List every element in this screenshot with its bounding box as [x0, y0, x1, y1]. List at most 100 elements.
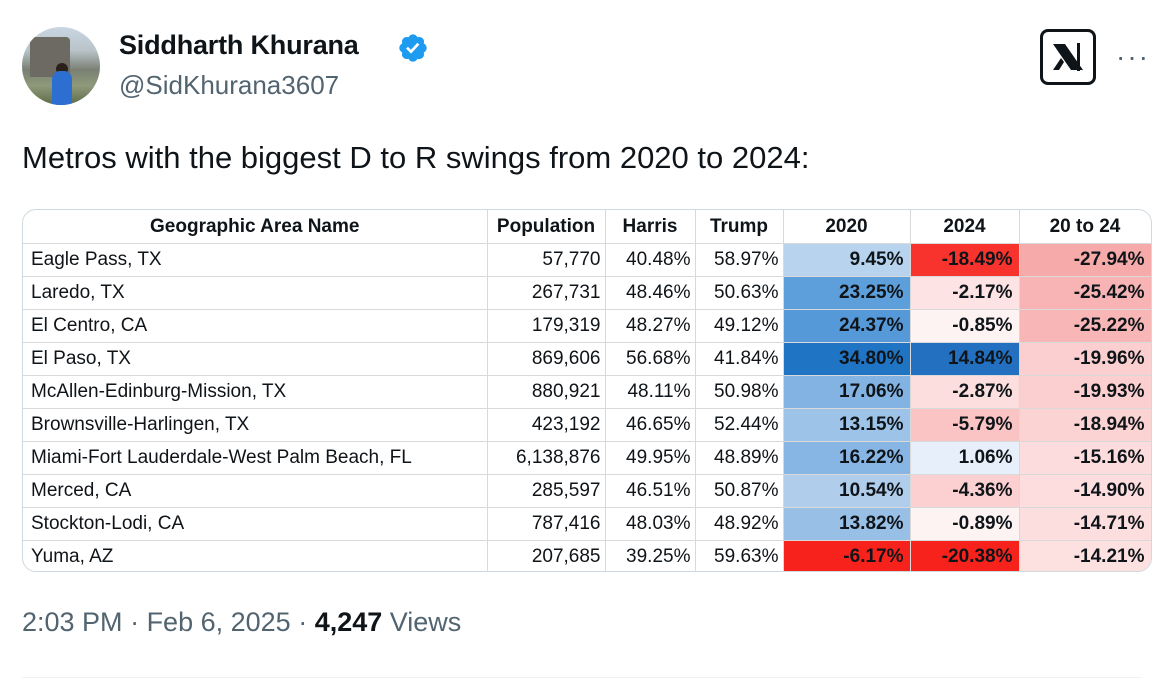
- header-change: 20 to 24: [1019, 210, 1151, 244]
- cell-harris: 48.27%: [605, 309, 696, 343]
- cell-harris: 39.25%: [605, 540, 696, 571]
- tweet-text: Metros with the biggest D to R swings fr…: [22, 140, 810, 175]
- views-count: 4,247: [314, 607, 383, 637]
- cell-2024: -18.49%: [910, 243, 1020, 277]
- grok-icon[interactable]: [1040, 29, 1096, 85]
- tweet-time[interactable]: 2:03 PM: [22, 607, 123, 637]
- cell-harris: 49.95%: [605, 441, 696, 475]
- cell-area: El Paso, TX: [23, 342, 488, 376]
- cell-2020: 13.15%: [783, 408, 911, 442]
- cell-harris: 48.03%: [605, 507, 696, 541]
- cell-area: Laredo, TX: [23, 276, 488, 310]
- cell-area: McAllen-Edinburg-Mission, TX: [23, 375, 488, 409]
- avatar[interactable]: [22, 27, 100, 105]
- table-row: El Paso, TX 869,606 56.68% 41.84% 34.80% 14.8…: [23, 342, 1151, 376]
- cell-2020: 9.45%: [783, 243, 911, 277]
- cell-population: 787,416: [487, 507, 606, 541]
- cell-2020: 34.80%: [783, 342, 911, 376]
- author-handle[interactable]: @SidKhurana3607: [119, 70, 340, 100]
- cell-2024: 14.84%: [910, 342, 1020, 376]
- cell-change: -19.96%: [1019, 342, 1151, 376]
- cell-trump: 50.98%: [695, 375, 784, 409]
- cell-trump: 58.97%: [695, 243, 784, 277]
- cell-2024: -2.17%: [910, 276, 1020, 310]
- cell-2024: -2.87%: [910, 375, 1020, 409]
- cell-population: 57,770: [487, 243, 606, 277]
- cell-2020: 24.37%: [783, 309, 911, 343]
- cell-2020: 23.25%: [783, 276, 911, 310]
- cell-population: 207,685: [487, 540, 606, 571]
- header-trump: Trump: [695, 210, 784, 244]
- header-population: Population: [487, 210, 606, 244]
- cell-2024: -20.38%: [910, 540, 1020, 571]
- table-row: Brownsville-Harlingen, TX 423,192 46.65% 52…: [23, 408, 1151, 442]
- footer-separator: ·: [290, 607, 315, 637]
- cell-2024: -5.79%: [910, 408, 1020, 442]
- cell-2020: -6.17%: [783, 540, 911, 571]
- cell-change: -14.71%: [1019, 507, 1151, 541]
- cell-area: Eagle Pass, TX: [23, 243, 488, 277]
- cell-trump: 48.89%: [695, 441, 784, 475]
- cell-population: 267,731: [487, 276, 606, 310]
- cell-harris: 46.51%: [605, 474, 696, 508]
- views-label: Views: [382, 607, 462, 637]
- cell-population: 880,921: [487, 375, 606, 409]
- cell-change: -19.93%: [1019, 375, 1151, 409]
- tweet-date[interactable]: Feb 6, 2025: [146, 607, 291, 637]
- cell-trump: 50.63%: [695, 276, 784, 310]
- cell-area: Yuma, AZ: [23, 540, 488, 571]
- cell-population: 869,606: [487, 342, 606, 376]
- avatar-person: [52, 71, 72, 105]
- cell-harris: 48.46%: [605, 276, 696, 310]
- author-name[interactable]: Siddharth Khurana: [119, 30, 359, 60]
- cell-harris: 46.65%: [605, 408, 696, 442]
- cell-change: -14.21%: [1019, 540, 1151, 571]
- cell-harris: 40.48%: [605, 243, 696, 277]
- cell-2024: -0.89%: [910, 507, 1020, 541]
- cell-trump: 59.63%: [695, 540, 784, 571]
- tweet-image-table[interactable]: Geographic Area Name Population Harris T…: [22, 209, 1152, 572]
- cell-change: -27.94%: [1019, 243, 1151, 277]
- cell-population: 423,192: [487, 408, 606, 442]
- cell-trump: 49.12%: [695, 309, 784, 343]
- divider: [22, 677, 1142, 678]
- cell-2020: 16.22%: [783, 441, 911, 475]
- header-harris: Harris: [605, 210, 696, 244]
- cell-2020: 10.54%: [783, 474, 911, 508]
- grok-glyph: [1053, 43, 1083, 71]
- header-2020: 2020: [783, 210, 911, 244]
- cell-change: -25.42%: [1019, 276, 1151, 310]
- metro-swing-table: Geographic Area Name Population Harris T…: [23, 210, 1151, 571]
- cell-area: Brownsville-Harlingen, TX: [23, 408, 488, 442]
- table-row: Eagle Pass, TX 57,770 40.48% 58.97% 9.45% -18…: [23, 243, 1151, 277]
- cell-population: 179,319: [487, 309, 606, 343]
- header-area: Geographic Area Name: [23, 210, 488, 244]
- cell-change: -15.16%: [1019, 441, 1151, 475]
- header-2024: 2024: [910, 210, 1020, 244]
- cell-trump: 52.44%: [695, 408, 784, 442]
- cell-change: -14.90%: [1019, 474, 1151, 508]
- cell-2024: 1.06%: [910, 441, 1020, 475]
- more-icon[interactable]: ···: [1116, 41, 1150, 72]
- table-row: Merced, CA 285,597 46.51% 50.87% 10.54% -4.36…: [23, 474, 1151, 508]
- cell-2024: -4.36%: [910, 474, 1020, 508]
- cell-area: El Centro, CA: [23, 309, 488, 343]
- table-header-row: Geographic Area Name Population Harris T…: [23, 210, 1151, 244]
- cell-population: 6,138,876: [487, 441, 606, 475]
- footer-separator: ·: [122, 607, 147, 637]
- table-row: Yuma, AZ 207,685 39.25% 59.63% -6.17% -20.38%…: [23, 540, 1151, 571]
- cell-area: Merced, CA: [23, 474, 488, 508]
- cell-trump: 48.92%: [695, 507, 784, 541]
- cell-2020: 17.06%: [783, 375, 911, 409]
- tweet-footer: 2:03 PM · Feb 6, 2025 · 4,247 Views: [22, 607, 461, 638]
- table-row: Miami-Fort Lauderdale-West Palm Beach, F…: [23, 441, 1151, 475]
- table-row: McAllen-Edinburg-Mission, TX 880,921 48.11…: [23, 375, 1151, 409]
- table-row: Stockton-Lodi, CA 787,416 48.03% 48.92% 13.8…: [23, 507, 1151, 541]
- cell-trump: 50.87%: [695, 474, 784, 508]
- cell-change: -18.94%: [1019, 408, 1151, 442]
- cell-population: 285,597: [487, 474, 606, 508]
- cell-harris: 56.68%: [605, 342, 696, 376]
- cell-2020: 13.82%: [783, 507, 911, 541]
- cell-2024: -0.85%: [910, 309, 1020, 343]
- cell-change: -25.22%: [1019, 309, 1151, 343]
